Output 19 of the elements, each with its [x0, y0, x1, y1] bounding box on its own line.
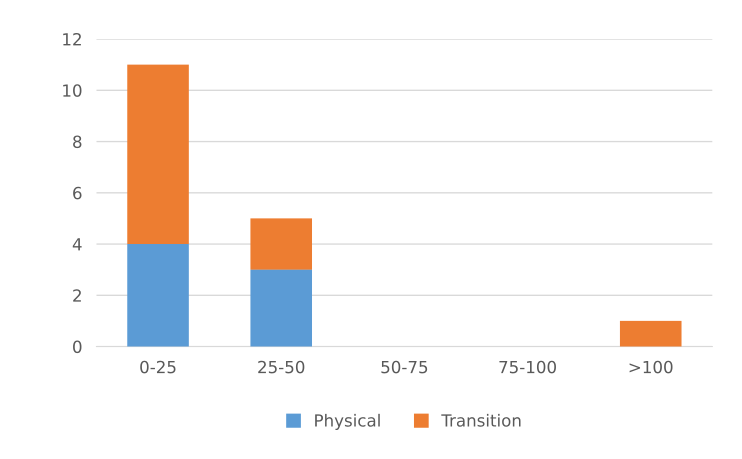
legend-label: Transition: [441, 414, 521, 427]
bar: [620, 320, 682, 347]
x-tick-label: 0-25: [140, 360, 176, 374]
y-tick-label: 4: [72, 238, 82, 250]
y-tick-label: 6: [73, 186, 82, 200]
y-tick-label: 0: [73, 340, 82, 354]
bar: [250, 218, 312, 270]
y-tick-label: 2: [73, 289, 81, 302]
y-tick-label: 12: [63, 32, 81, 46]
bar: [250, 270, 312, 347]
x-tick-label: 75-100: [499, 360, 556, 374]
bar: [127, 64, 189, 244]
x-tick-label: >100: [630, 360, 673, 374]
y-tick-label: 10: [63, 84, 82, 97]
y-tick-label: 8: [73, 135, 82, 148]
legend-label: Physical: [315, 414, 380, 430]
bar: [127, 244, 189, 347]
x-tick-label: 25-50: [258, 360, 304, 374]
x-tick-label: 50-75: [381, 360, 428, 374]
